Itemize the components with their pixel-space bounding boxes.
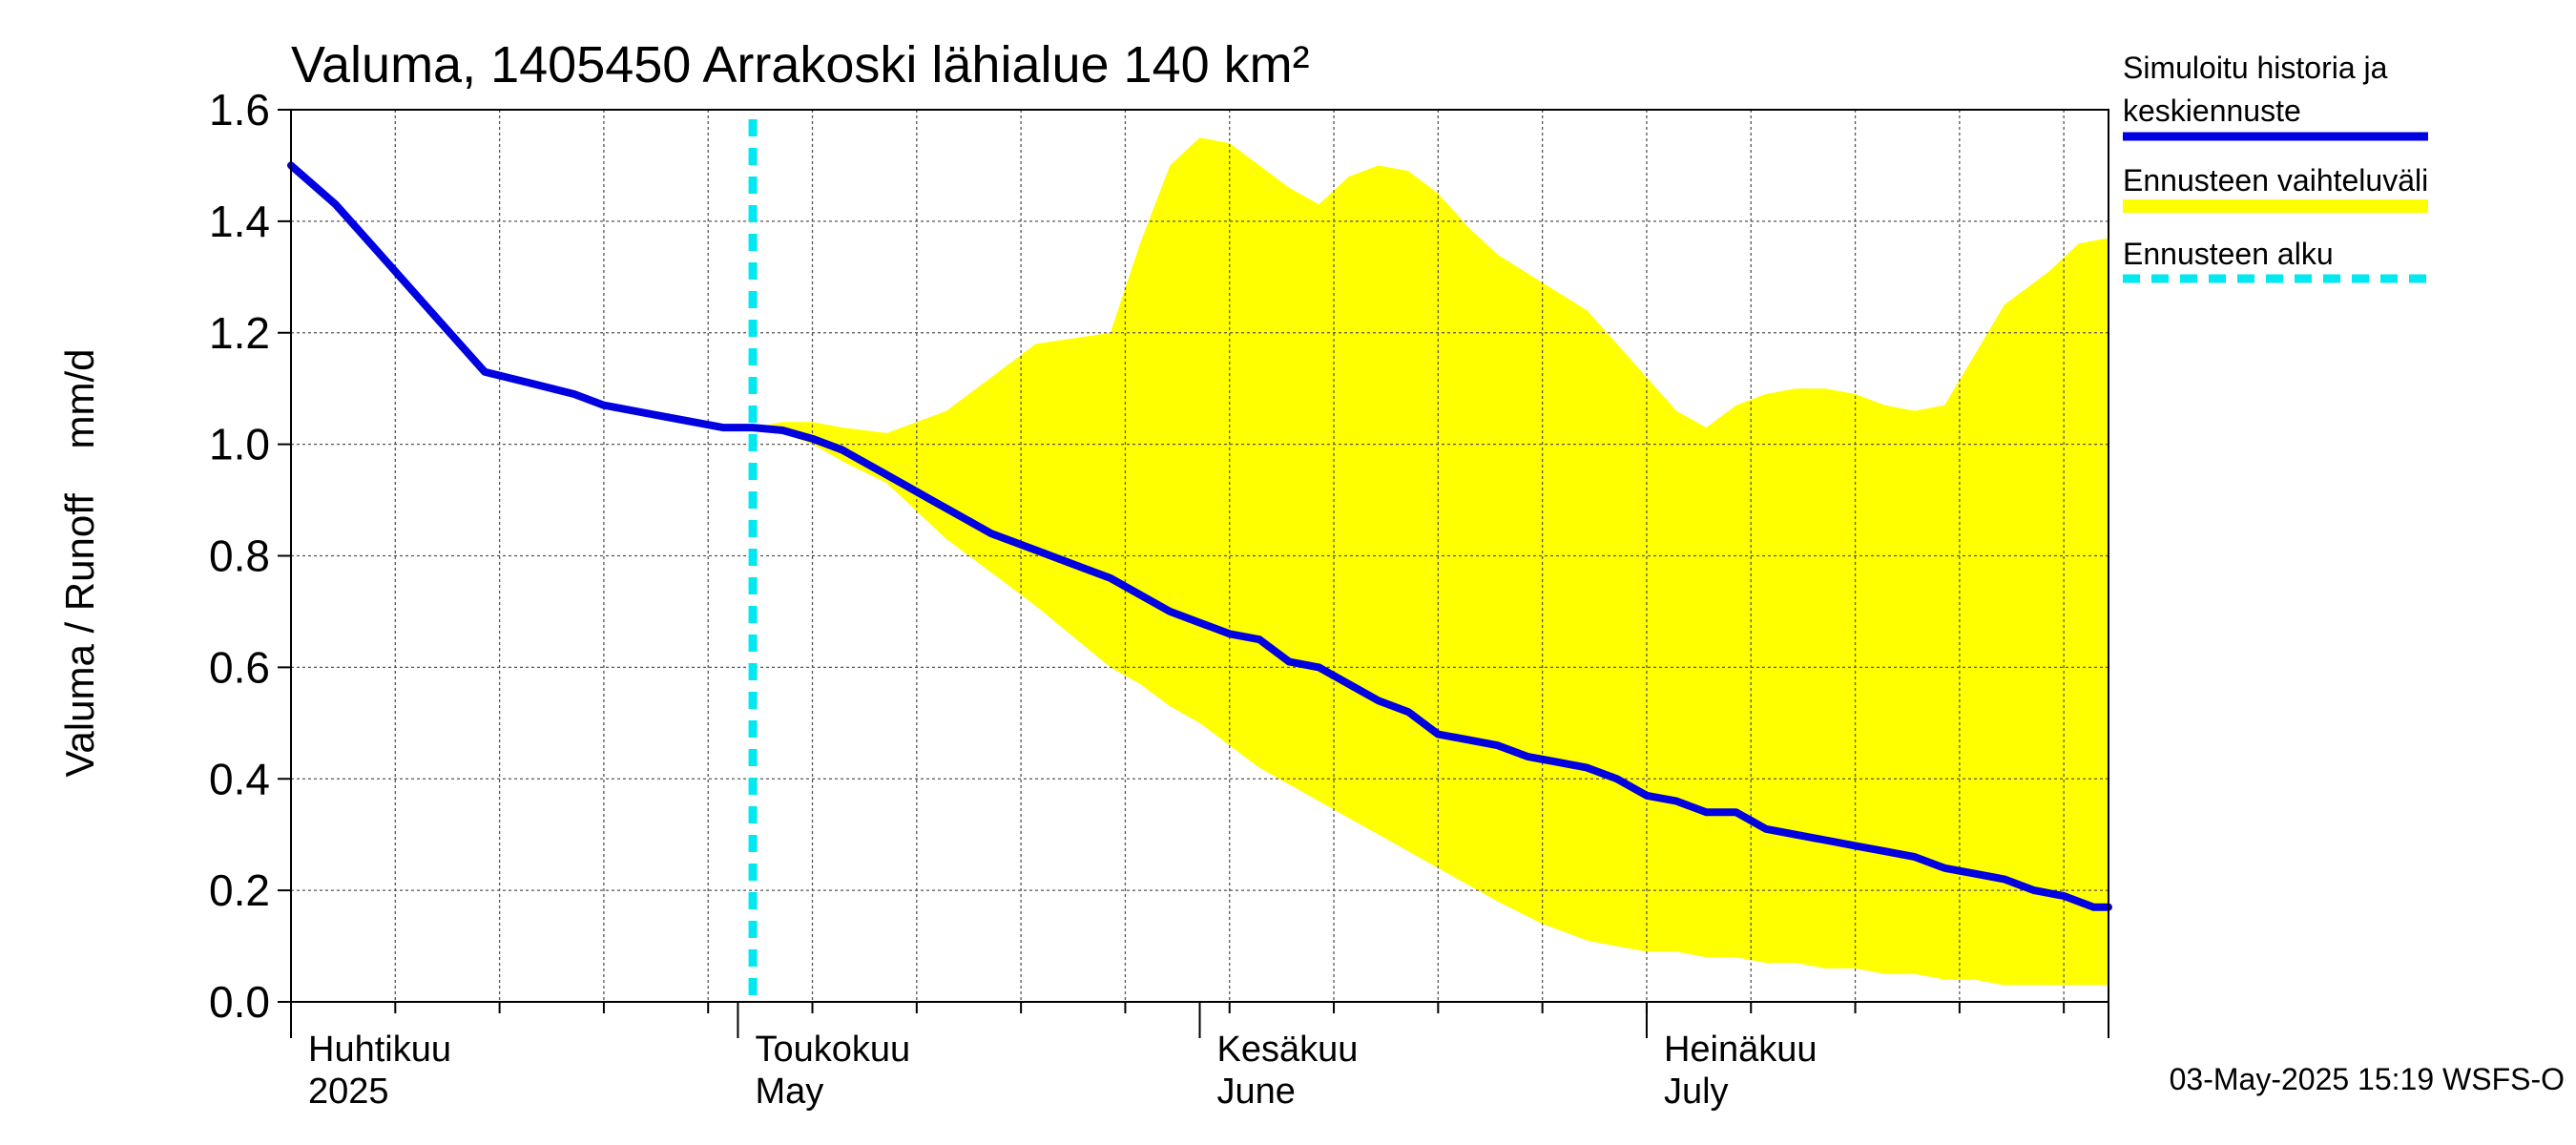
y-tick-label: 1.4 <box>209 197 270 246</box>
y-tick-label: 0.2 <box>209 865 270 915</box>
legend-label: keskiennuste <box>2123 94 2301 128</box>
month-label-fi: Heinäkuu <box>1664 1030 1818 1070</box>
simulated-line-layer <box>287 119 2112 1002</box>
y-tick-label: 0.6 <box>209 642 270 692</box>
forecast-range-band <box>753 137 2109 986</box>
y-tick-label: 1.6 <box>209 85 270 135</box>
month-label-fi: Huhtikuu <box>308 1030 451 1070</box>
month-label-en: May <box>755 1072 823 1112</box>
legend-label: Ennusteen vaihteluväli <box>2123 163 2428 198</box>
month-label-fi: Kesäkuu <box>1217 1030 1359 1070</box>
timestamp-footer: 03-May-2025 15:19 WSFS-O <box>2170 1062 2565 1096</box>
legend: Simuloitu historia ja keskiennuste Ennuste… <box>2123 51 2428 283</box>
chart-title: Valuma, 1405450 Arrakoski lähialue 140 k… <box>291 36 1310 94</box>
legend-label: Simuloitu historia ja <box>2123 51 2388 85</box>
month-label-en: June <box>1217 1072 1296 1112</box>
month-label-fi: Toukokuu <box>755 1030 910 1070</box>
y-tick-label: 0.0 <box>209 977 270 1027</box>
simulated-runoff-line <box>287 161 2112 911</box>
y-tick-label: 0.8 <box>209 531 270 581</box>
y-axis-label: Valuma / Runoff mm/d <box>57 349 102 778</box>
y-tick-label: 0.4 <box>209 754 270 803</box>
legend-label: Ennusteen alku <box>2123 237 2334 271</box>
month-label-en: July <box>1664 1072 1729 1112</box>
y-tick-label: 1.2 <box>209 308 270 358</box>
forecast-range-area <box>753 137 2109 986</box>
y-tick-label: 1.0 <box>209 420 270 469</box>
month-label-en: 2025 <box>308 1072 389 1112</box>
plot-frame <box>290 109 2109 1003</box>
